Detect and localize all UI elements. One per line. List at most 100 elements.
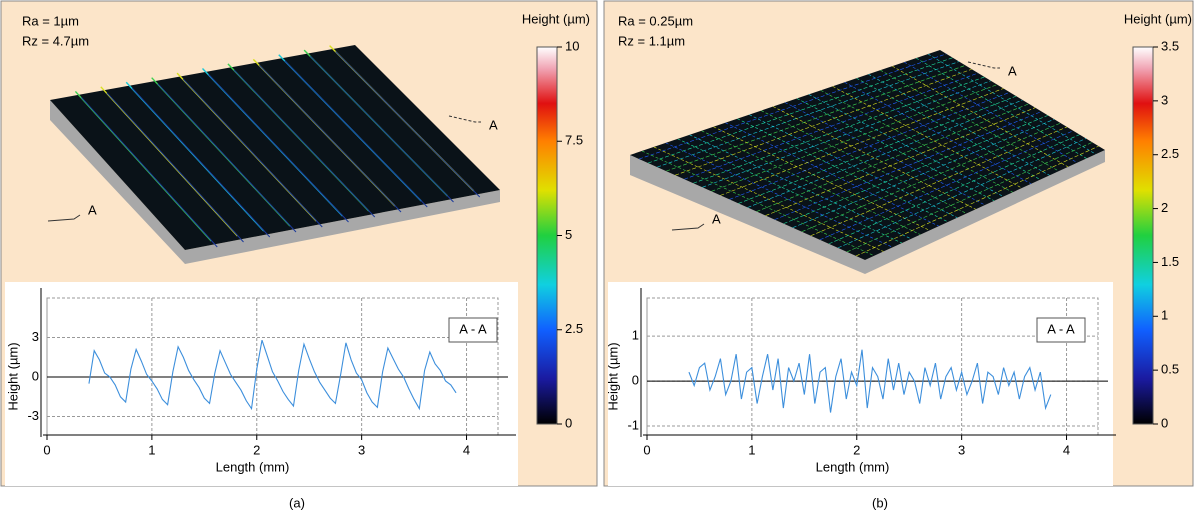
y-tick-label: -3 (27, 408, 39, 423)
surface-mesh (653, 146, 884, 252)
surface-mesh (820, 90, 1013, 193)
colorbar-tick-label: 7.5 (565, 133, 583, 148)
y-tick-label: 1 (632, 328, 639, 343)
colorbar-tick-label: 2 (1161, 200, 1168, 215)
legend-label: A - A (459, 321, 487, 336)
surface-mesh (810, 126, 1068, 237)
x-tick-label: 2 (853, 442, 860, 457)
section-arrow (967, 61, 1000, 69)
surface-ridge (335, 51, 481, 198)
colorbar (536, 46, 558, 425)
surface-ridge (309, 55, 454, 203)
colorbar-tick-label: 0 (565, 415, 572, 430)
colorbar-tick-label: 0 (1161, 415, 1168, 430)
panel-caption: (b) (872, 495, 888, 510)
surface-mesh (855, 145, 1099, 257)
section-arrow (671, 223, 705, 231)
section-label: A (88, 202, 97, 217)
surface-ridge (233, 69, 376, 218)
y-tick-label: 0 (32, 368, 39, 383)
section-label: A (712, 211, 721, 226)
colorbar-tick-label: 3 (1161, 92, 1168, 107)
x-tick-label: 3 (958, 442, 965, 457)
surface-ridge (182, 78, 323, 228)
surface-mesh (638, 53, 947, 160)
profile-line (88, 339, 457, 411)
roughness-annotation: Ra = 1µm (22, 13, 79, 28)
surface-ridge (208, 74, 349, 223)
colorbar-tick-label: 5 (565, 227, 572, 242)
surface-mesh (844, 82, 1032, 185)
surface-mesh (677, 138, 903, 244)
x-axis-label: Length (mm) (216, 459, 290, 474)
plot-frame (646, 297, 1099, 436)
colorbar-tick-label: 2.5 (1161, 146, 1179, 161)
profile-box (5, 282, 518, 486)
y-axis-label: Height (µm) (5, 342, 20, 410)
surface-mesh (725, 122, 939, 227)
x-tick-label: 0 (643, 442, 650, 457)
surface-ridge (81, 97, 218, 248)
surface-mesh (904, 61, 1078, 163)
surface-mesh (819, 130, 1074, 241)
surface-mesh (749, 114, 958, 218)
surface-mesh (702, 80, 991, 188)
colorbar-title: Height (µm) (1124, 11, 1192, 26)
surface-ridge (284, 60, 428, 208)
x-tick-label: 4 (1063, 442, 1070, 457)
surface-mesh (641, 150, 875, 257)
profile-line (688, 349, 1052, 413)
surface-mesh (801, 122, 1061, 233)
surface-mesh (796, 98, 995, 202)
surface-mesh (808, 94, 1004, 197)
section-label: A (1008, 63, 1017, 78)
colorbar-tick-label: 10 (565, 38, 579, 53)
colorbar-tick-label: 1.5 (1161, 254, 1179, 269)
x-tick-label: 0 (43, 442, 50, 457)
surface-mesh (916, 57, 1087, 159)
surface-side (630, 150, 1105, 274)
panel-caption: (a) (289, 495, 305, 510)
legend-box (448, 317, 498, 343)
surface-mesh (761, 110, 967, 214)
colorbar (1132, 46, 1154, 425)
x-tick-label: 2 (253, 442, 260, 457)
colorbar-tick-label: 3.5 (1161, 38, 1179, 53)
roughness-annotation: Rz = 1.1µm (618, 33, 685, 48)
x-tick-label: 1 (748, 442, 755, 457)
x-tick-label: 1 (148, 442, 155, 457)
surface-mesh (880, 69, 1059, 172)
surface-mesh (868, 73, 1050, 176)
surface-mesh (765, 107, 1036, 216)
roughness-annotation: Ra = 0.25µm (618, 13, 693, 28)
colorbar-tick-label: 1 (1161, 308, 1168, 323)
y-tick-label: 3 (32, 329, 39, 344)
surface-mesh (747, 99, 1023, 208)
surface-mesh (846, 142, 1093, 253)
surface-mesh (832, 86, 1023, 189)
surface-ridge (131, 87, 271, 238)
surface-mesh (783, 115, 1048, 224)
plot-frame (46, 297, 499, 436)
roughness-annotation: Rz = 4.7µm (22, 33, 89, 48)
surface-side (50, 100, 500, 264)
x-tick-label: 4 (463, 442, 470, 457)
profile-box (608, 282, 1113, 486)
surface-mesh (665, 142, 893, 248)
surface-ridge (106, 92, 244, 243)
surface-mesh (792, 118, 1055, 228)
surface-mesh (756, 103, 1029, 212)
y-axis-label: Height (µm) (605, 342, 620, 410)
surface-mesh (675, 68, 972, 176)
surface-mesh (693, 76, 985, 184)
legend-label: A - A (1047, 321, 1075, 336)
surface-mesh (892, 65, 1069, 168)
surface-ridge (157, 83, 297, 233)
surface-mesh (738, 95, 1017, 204)
colorbar-title: Height (µm) (522, 11, 590, 26)
x-axis-label: Length (mm) (816, 459, 890, 474)
surface-mesh (772, 106, 976, 210)
x-tick-label: 3 (358, 442, 365, 457)
legend-box (1036, 317, 1086, 343)
